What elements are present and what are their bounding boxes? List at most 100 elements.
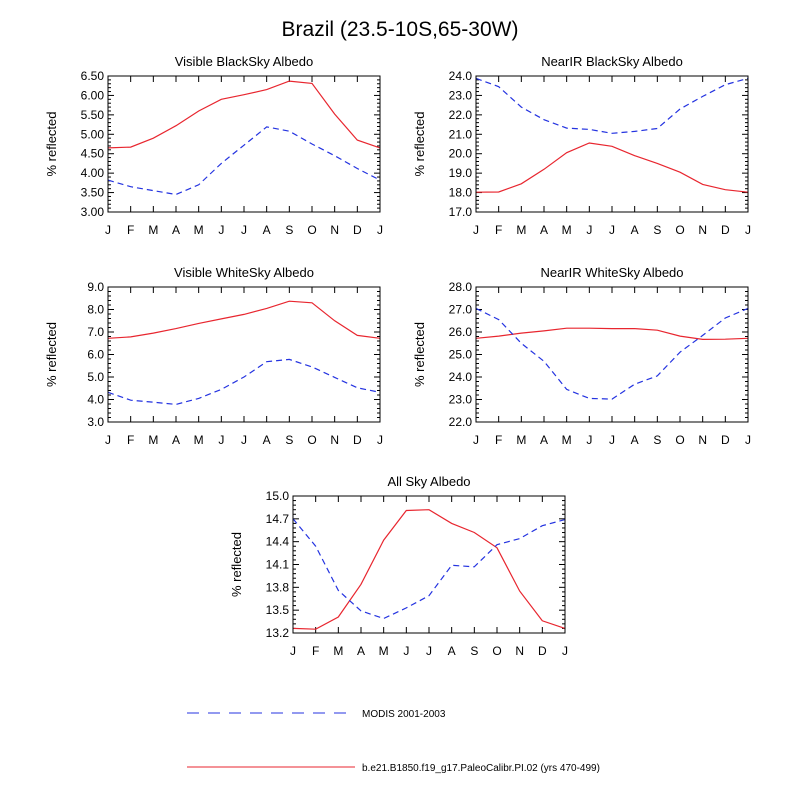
- x-tick-label: M: [148, 433, 158, 447]
- x-tick-label: N: [698, 433, 707, 447]
- y-axis-label: % reflected: [44, 322, 59, 387]
- model-series-line: [292, 509, 566, 630]
- x-tick-label: A: [631, 223, 639, 237]
- y-tick-label: 20.0: [449, 147, 473, 161]
- x-tick-label: O: [307, 433, 316, 447]
- y-tick-label: 13.5: [266, 603, 290, 617]
- y-tick-label: 17.0: [449, 205, 473, 219]
- x-tick-label: M: [194, 223, 204, 237]
- x-tick-label: J: [218, 433, 224, 447]
- x-tick-label: D: [538, 644, 547, 658]
- x-tick-label: J: [609, 433, 615, 447]
- x-tick-label: M: [562, 223, 572, 237]
- obs-series-line: [292, 518, 566, 620]
- obs-series-line: [107, 358, 381, 406]
- x-tick-label: J: [745, 223, 751, 237]
- y-tick-label: 8.0: [87, 303, 104, 317]
- plot-frame: [475, 75, 749, 213]
- main-title: Brazil (23.5-10S,65-30W): [282, 18, 519, 41]
- x-tick-label: A: [263, 223, 271, 237]
- y-axis-label: % reflected: [229, 532, 244, 597]
- y-tick-label: 27.0: [449, 303, 473, 317]
- x-tick-label: M: [379, 644, 389, 658]
- x-tick-label: F: [495, 433, 502, 447]
- y-tick-label: 6.0: [87, 348, 104, 362]
- x-tick-label: S: [285, 433, 293, 447]
- plot-frame: [475, 286, 749, 423]
- y-tick-label: 14.4: [266, 535, 290, 549]
- model-series-line: [475, 327, 749, 341]
- x-tick-label: J: [473, 433, 479, 447]
- x-tick-label: J: [218, 223, 224, 237]
- x-tick-label: A: [540, 433, 548, 447]
- x-tick-label: N: [515, 644, 524, 658]
- y-tick-label: 6.50: [81, 69, 105, 83]
- plot-frame: [292, 495, 566, 634]
- y-tick-label: 18.0: [449, 186, 473, 200]
- x-tick-label: F: [127, 433, 134, 447]
- y-tick-label: 13.2: [266, 626, 290, 640]
- y-tick-label: 24.0: [449, 69, 473, 83]
- x-tick-label: J: [105, 223, 111, 237]
- x-tick-label: J: [377, 223, 383, 237]
- chart-panel: NearIR BlackSky Albedo % reflected 17.0 18.…: [412, 54, 751, 237]
- y-tick-label: 25.0: [449, 348, 473, 362]
- x-tick-label: S: [285, 223, 293, 237]
- panel-title: All Sky Albedo: [387, 474, 470, 489]
- x-tick-label: N: [330, 433, 339, 447]
- chart-panel: All Sky Albedo % reflected 13.2 13.5 13.8 14.…: [229, 474, 568, 658]
- x-tick-label: N: [698, 223, 707, 237]
- y-tick-label: 5.00: [81, 127, 105, 141]
- panel-title: NearIR BlackSky Albedo: [541, 54, 683, 69]
- x-tick-label: J: [586, 223, 592, 237]
- x-tick-label: F: [495, 223, 502, 237]
- x-tick-label: D: [721, 433, 730, 447]
- y-tick-label: 14.7: [266, 512, 290, 526]
- legend-obs-label: MODIS 2001-2003: [362, 709, 446, 720]
- y-tick-label: 23.0: [449, 393, 473, 407]
- y-tick-label: 22.0: [449, 415, 473, 429]
- x-tick-label: O: [492, 644, 501, 658]
- y-tick-label: 4.0: [87, 393, 104, 407]
- y-tick-label: 5.0: [87, 370, 104, 384]
- y-tick-label: 26.0: [449, 325, 473, 339]
- x-tick-label: M: [333, 644, 343, 658]
- x-tick-label: J: [403, 644, 409, 658]
- x-tick-label: A: [448, 644, 456, 658]
- x-tick-label: A: [172, 433, 180, 447]
- x-tick-label: F: [312, 644, 319, 658]
- x-tick-label: O: [307, 223, 316, 237]
- x-tick-label: A: [263, 433, 271, 447]
- x-tick-label: J: [105, 433, 111, 447]
- x-tick-label: J: [241, 223, 247, 237]
- x-tick-label: O: [675, 223, 684, 237]
- x-tick-label: O: [675, 433, 684, 447]
- plot-frame: [107, 75, 381, 213]
- y-axis-label: % reflected: [412, 111, 427, 176]
- y-tick-label: 15.0: [266, 489, 290, 503]
- x-tick-label: J: [290, 644, 296, 658]
- y-tick-label: 3.50: [81, 186, 105, 200]
- legend-model-label: b.e21.B1850.f19_g17.PaleoCalibr.PI.02 (y…: [362, 763, 600, 774]
- y-tick-label: 22.0: [449, 108, 473, 122]
- x-tick-label: D: [353, 433, 362, 447]
- y-tick-label: 6.00: [81, 88, 105, 102]
- x-tick-label: F: [127, 223, 134, 237]
- x-tick-label: S: [653, 433, 661, 447]
- x-tick-label: M: [148, 223, 158, 237]
- x-tick-label: D: [721, 223, 730, 237]
- y-tick-label: 23.0: [449, 88, 473, 102]
- panel-title: NearIR WhiteSky Albedo: [540, 265, 683, 280]
- model-series-line: [475, 142, 749, 193]
- plot-frame: [107, 286, 381, 423]
- y-tick-label: 3.00: [81, 205, 105, 219]
- x-tick-label: A: [540, 223, 548, 237]
- x-tick-label: A: [172, 223, 180, 237]
- x-tick-label: S: [653, 223, 661, 237]
- x-tick-label: J: [745, 433, 751, 447]
- obs-series-line: [475, 77, 749, 134]
- y-tick-label: 4.50: [81, 147, 105, 161]
- x-tick-label: M: [516, 433, 526, 447]
- y-axis-label: % reflected: [412, 322, 427, 387]
